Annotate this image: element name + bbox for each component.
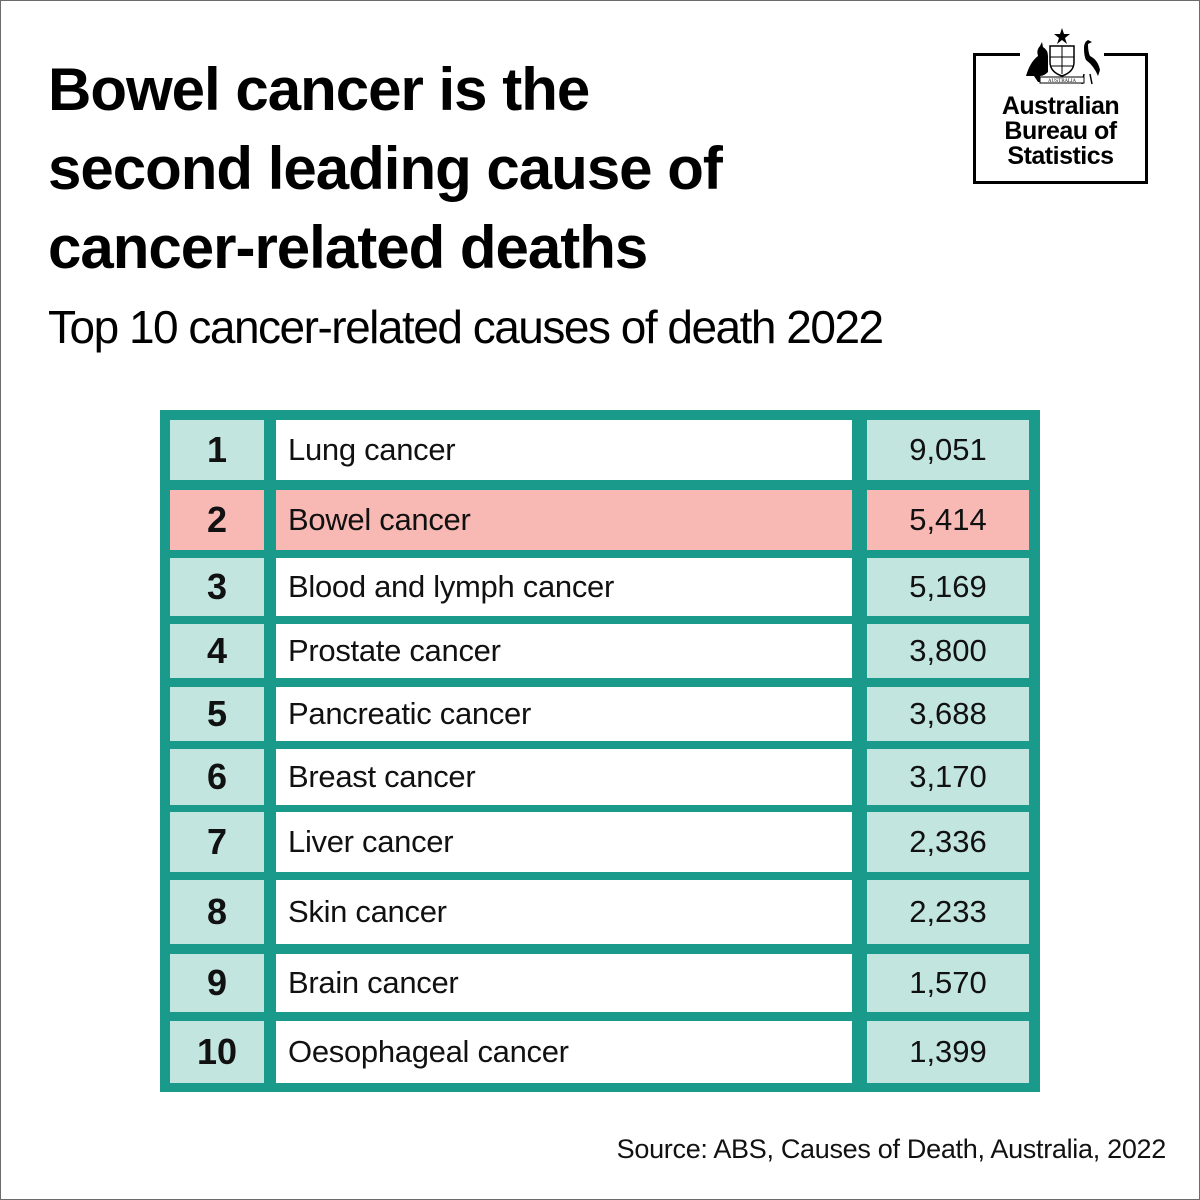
chart-title: Bowel cancer is the second leading cause… bbox=[48, 50, 928, 287]
deaths-cell: 2,336 bbox=[867, 812, 1029, 872]
logo-text: Australian Bureau of Statistics bbox=[976, 94, 1145, 169]
chart-subtitle: Top 10 cancer-related causes of death 20… bbox=[48, 301, 884, 353]
rank-cell: 9 bbox=[170, 954, 264, 1012]
cause-cell: Breast cancer bbox=[276, 749, 852, 805]
cause-cell: Brain cancer bbox=[276, 954, 852, 1012]
rank-cell: 6 bbox=[170, 749, 264, 805]
cause-cell: Prostate cancer bbox=[276, 624, 852, 678]
rank-cell: 8 bbox=[170, 880, 264, 944]
rank-cell: 2 bbox=[170, 490, 264, 550]
abs-logo: AUSTRALIA Australian Bureau of Statistic… bbox=[973, 26, 1148, 184]
crest-scroll-text: AUSTRALIA bbox=[1047, 78, 1077, 84]
logo-line: Bureau of bbox=[1004, 117, 1117, 145]
deaths-cell: 3,800 bbox=[867, 624, 1029, 678]
cause-cell: Bowel cancer bbox=[276, 490, 852, 550]
coat-of-arms-icon: AUSTRALIA bbox=[1020, 26, 1104, 86]
cause-cell: Skin cancer bbox=[276, 880, 852, 944]
rank-cell: 10 bbox=[170, 1021, 264, 1083]
deaths-cell: 9,051 bbox=[867, 420, 1029, 480]
cause-cell: Blood and lymph cancer bbox=[276, 558, 852, 616]
rank-cell: 5 bbox=[170, 687, 264, 741]
title-line: second leading cause of bbox=[48, 135, 723, 202]
deaths-cell: 3,170 bbox=[867, 749, 1029, 805]
cause-cell: Oesophageal cancer bbox=[276, 1021, 852, 1083]
deaths-cell: 3,688 bbox=[867, 687, 1029, 741]
rank-cell: 3 bbox=[170, 558, 264, 616]
deaths-cell: 1,570 bbox=[867, 954, 1029, 1012]
cause-cell: Lung cancer bbox=[276, 420, 852, 480]
cause-cell: Pancreatic cancer bbox=[276, 687, 852, 741]
source-note: Source: ABS, Causes of Death, Australia,… bbox=[616, 1134, 1167, 1164]
title-line: cancer-related deaths bbox=[48, 214, 648, 281]
rank-cell: 7 bbox=[170, 812, 264, 872]
logo-line: Australian bbox=[1001, 92, 1120, 120]
rank-cell: 1 bbox=[170, 420, 264, 480]
deaths-cell: 2,233 bbox=[867, 880, 1029, 944]
logo-line: Statistics bbox=[1007, 142, 1114, 170]
cancer-deaths-table: 1 Lung cancer 9,051 2 Bowel cancer 5,414 3 Bloo… bbox=[160, 410, 1040, 1092]
rank-cell: 4 bbox=[170, 624, 264, 678]
deaths-cell: 5,414 bbox=[867, 490, 1029, 550]
deaths-cell: 1,399 bbox=[867, 1021, 1029, 1083]
cause-cell: Liver cancer bbox=[276, 812, 852, 872]
title-line: Bowel cancer is the bbox=[48, 56, 590, 123]
deaths-cell: 5,169 bbox=[867, 558, 1029, 616]
